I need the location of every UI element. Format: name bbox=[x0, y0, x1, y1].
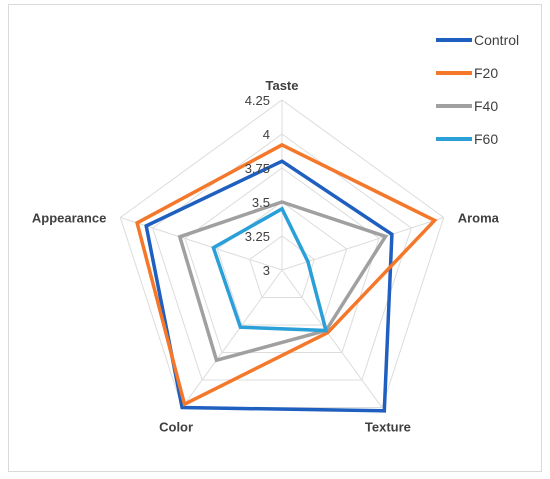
axis-label-color: Color bbox=[159, 420, 193, 435]
legend-label-f60: F60 bbox=[474, 131, 498, 147]
tick-label-3: 3 bbox=[263, 263, 270, 278]
grid-ring-3-75 bbox=[184, 167, 380, 353]
series-f60 bbox=[211, 206, 329, 333]
radial-ticks: 3 3.25 3.5 3.75 4 4.25 bbox=[245, 93, 270, 278]
axis-labels: Taste Aroma Texture Color Appearance bbox=[32, 78, 500, 435]
radar-grid bbox=[119, 99, 445, 408]
legend-label-f40: F40 bbox=[474, 98, 498, 114]
tick-label-3-5: 3.5 bbox=[252, 195, 270, 210]
legend-label-f20: F20 bbox=[474, 65, 498, 81]
series-f40 bbox=[177, 200, 389, 363]
series-f20 bbox=[135, 142, 438, 407]
axis-label-aroma: Aroma bbox=[458, 211, 500, 226]
radar-series bbox=[135, 142, 438, 413]
grid-ring-3-25 bbox=[249, 235, 315, 298]
axis-label-taste: Taste bbox=[266, 78, 299, 93]
chart-frame bbox=[8, 4, 542, 472]
axis-label-texture: Texture bbox=[365, 420, 411, 435]
axis-label-appearance: Appearance bbox=[32, 211, 106, 226]
legend-label-control: Control bbox=[474, 32, 519, 48]
tick-label-4: 4 bbox=[263, 127, 270, 142]
tick-label-4-25: 4.25 bbox=[245, 93, 270, 108]
legend: Control F20 F40 F60 bbox=[436, 32, 519, 147]
tick-label-3-75: 3.75 bbox=[245, 161, 270, 176]
tick-label-3-25: 3.25 bbox=[245, 229, 270, 244]
spoke-texture bbox=[281, 269, 383, 408]
spoke-color bbox=[181, 269, 283, 408]
series-control bbox=[144, 159, 394, 413]
